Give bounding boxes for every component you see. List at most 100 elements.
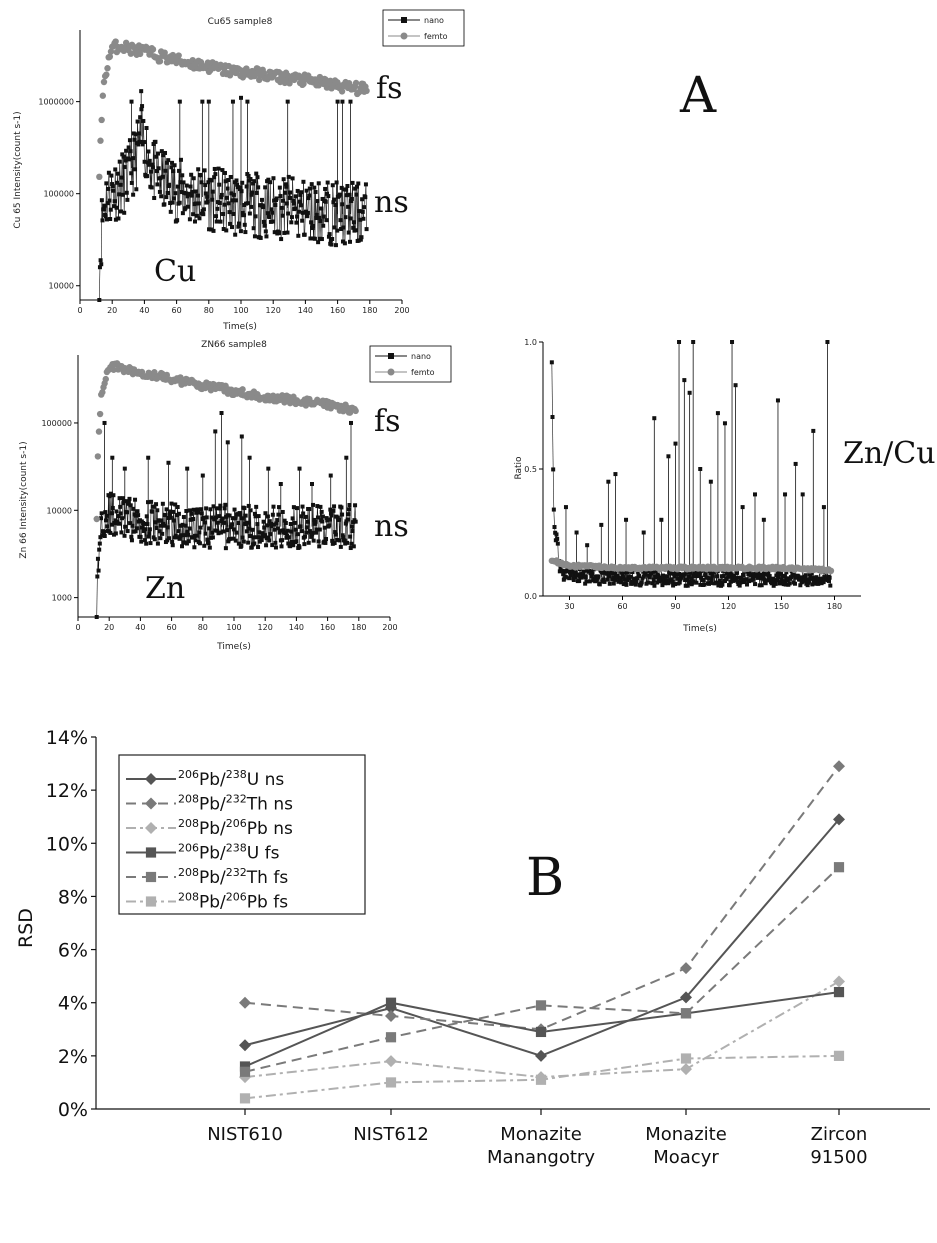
series-segment [222,170,224,215]
series-segment [232,194,235,214]
x-axis-label: Time(s) [682,624,717,634]
spike-point [219,411,224,416]
data-marker [535,1026,547,1038]
series-segment [254,513,256,544]
data-point [104,65,111,72]
data-marker [680,1008,692,1019]
spike-point [624,517,629,522]
series-segment [358,211,360,241]
series-segment [237,187,239,227]
y-tick-label: 10% [46,833,88,855]
series-segment [223,508,225,523]
series-segment [301,506,303,532]
series-femto [93,360,359,523]
spike-point [563,505,568,510]
series-segment [234,518,237,541]
data-point [95,428,103,435]
spike-point [266,466,271,471]
legend: nano femto [369,345,452,383]
data-point [338,88,346,95]
series-segment [302,513,305,538]
series-segment [303,181,305,235]
data-point [127,50,135,57]
spike-point [740,505,745,510]
data-marker [833,813,845,826]
series-segment [309,188,311,239]
x-tick-label: 0 [75,623,80,632]
series-segment [216,208,218,222]
series-segment [157,153,159,169]
data-point [102,375,109,383]
series-5 [239,1050,845,1104]
series-segment [204,170,206,186]
spike-point [733,383,738,388]
x-tick-label: 100 [233,306,248,315]
spike-point [677,340,682,344]
series-segment [346,519,348,543]
spike-point [811,428,816,433]
series-segment [287,213,289,233]
legend-entry: 208Pb/232Th fs [126,866,288,888]
x-tick-label: 120 [266,306,281,315]
data-marker [385,1055,397,1068]
data-marker [833,975,845,988]
spike-point [687,390,692,395]
spike-point [177,99,182,104]
series-segment [218,516,220,534]
legend-label-femto: femto [411,368,435,377]
series-segment [255,173,257,217]
x-tick-label: 60 [167,623,177,632]
x-tick-label: 200 [382,623,397,632]
data-point [144,125,149,130]
data-point [103,71,110,78]
annotation-zn: Zn [145,571,185,606]
data-marker [145,773,157,785]
spike-point [245,99,250,104]
series-segment [298,211,300,236]
series-segment [341,514,344,536]
series-segment [118,498,120,524]
legend-label: 206Pb/238U ns [178,768,284,790]
series-s1 [548,557,835,575]
spike-point [102,420,107,425]
series-segment [189,186,191,220]
y-tick-label: 1000 [52,594,72,603]
series-segment [196,195,198,216]
series-segment [245,203,247,233]
series-segment [223,204,225,230]
legend-label: 206Pb/238U fs [178,842,280,864]
series-segment [344,217,346,244]
x-tick-label: 91500 [810,1147,867,1168]
y-tick-label: 10000 [47,506,72,515]
x-tick-label: 100 [226,623,241,632]
x-tick-label: Moacyr [653,1147,719,1168]
legend: nano femto [382,9,465,47]
annotation-cu: Cu [154,254,196,289]
data-marker [385,1032,397,1043]
y-tick-label: 6% [58,940,88,962]
spike-point [613,472,618,477]
data-marker [145,847,157,858]
data-point [98,116,105,124]
data-marker [833,986,845,998]
series-segment [254,181,256,237]
series-segment [145,516,148,544]
spike-point [166,460,171,465]
series-segment [106,203,108,220]
data-point [94,453,102,460]
data-marker [535,1074,547,1085]
series-segment [176,515,178,538]
series-segment [170,167,172,212]
spike-point [599,522,604,527]
data-point [169,51,177,59]
legend-label: 208Pb/232Th fs [178,866,288,888]
legend-label-nano: nano [424,16,444,25]
y-axis-label: RSD [15,908,37,948]
data-marker [145,822,157,834]
series-segment [208,179,210,230]
x-tick-label: 140 [289,623,304,632]
data-point [136,50,144,58]
spike-point [247,455,252,460]
y-tick-label: 8% [58,886,88,908]
x-tick-label: 20 [104,623,114,632]
